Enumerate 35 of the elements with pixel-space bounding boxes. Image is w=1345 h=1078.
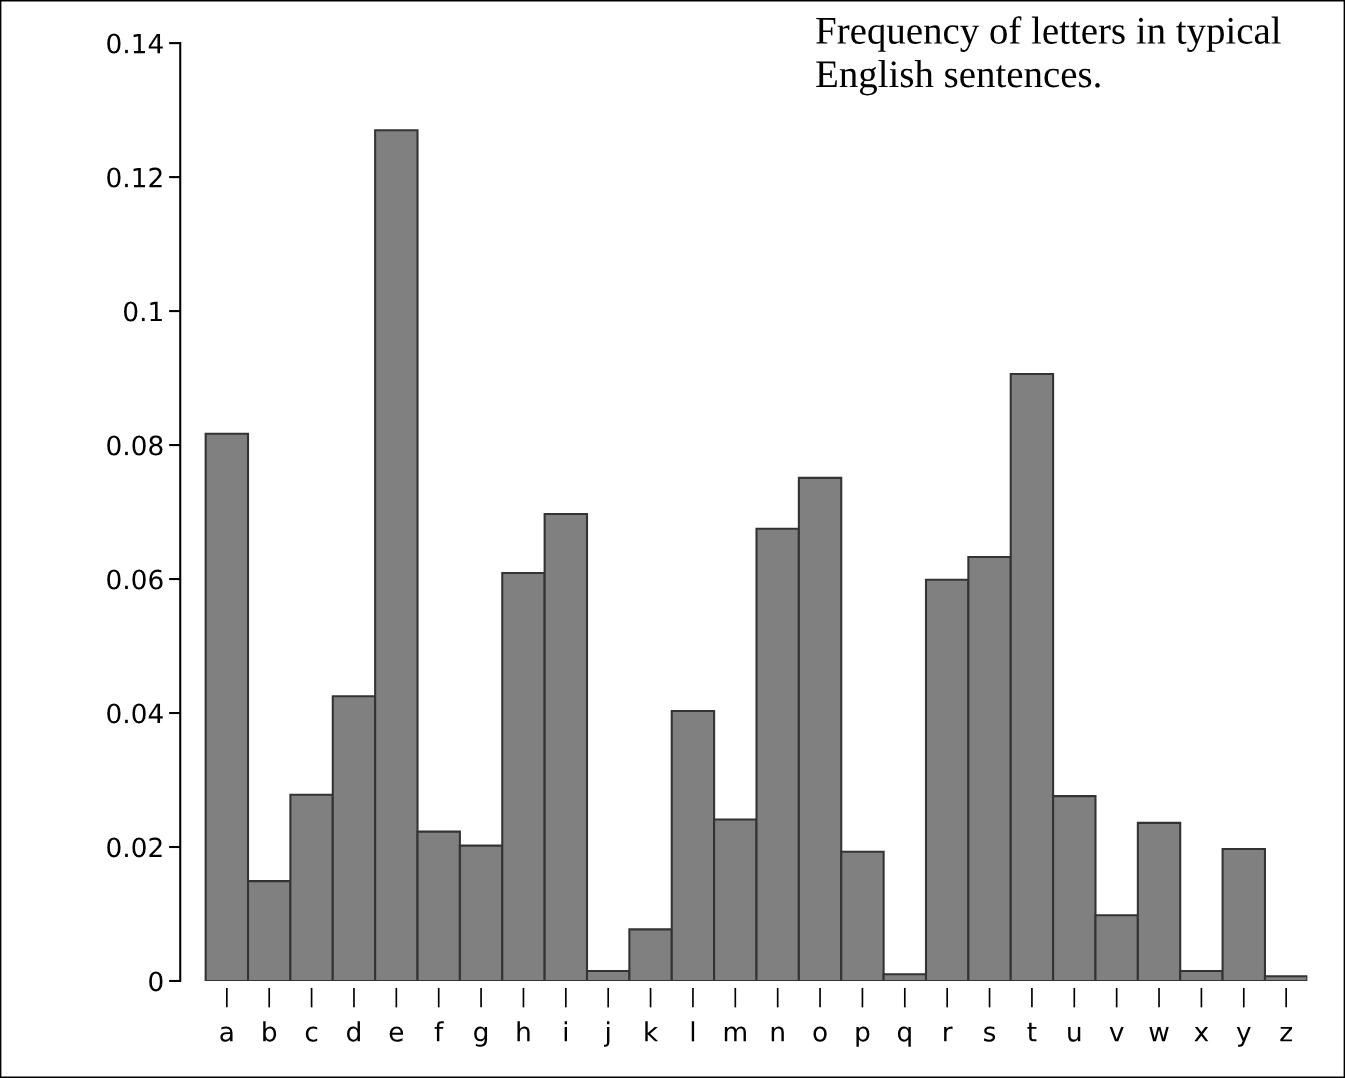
x-tick-label: y <box>1236 1026 1251 1047</box>
x-tick-label: d <box>347 1021 360 1042</box>
x-tick-label: m <box>724 1026 746 1042</box>
x-tick-label: r <box>944 1026 953 1042</box>
y-tick-label: 0.12 <box>107 167 162 188</box>
y-tick-label: 0 <box>149 971 163 992</box>
x-tick-label: s <box>984 1026 996 1042</box>
x-tick-label: n <box>771 1026 784 1042</box>
x-tick-label: u <box>1068 1026 1081 1042</box>
x-tick-label: o <box>813 1026 827 1042</box>
y-tick-label: 0.14 <box>107 33 163 54</box>
x-tick-label: i <box>564 1021 568 1042</box>
x-tick-label: g <box>474 1026 488 1047</box>
x-tick-label: f <box>434 1021 444 1042</box>
x-tick-label: e <box>389 1026 404 1042</box>
y-tick-label: 0.02 <box>107 837 162 858</box>
y-tick-label: 0.08 <box>107 435 163 456</box>
x-tick-label: l <box>691 1021 695 1042</box>
x-tick-label: c <box>305 1026 318 1042</box>
chart-title: Frequency of letters in typical English sentences. <box>816 16 1281 96</box>
y-tick-label: 0.04 <box>107 703 163 724</box>
x-tick-label: x <box>1194 1026 1209 1042</box>
x-tick-label: h <box>517 1021 530 1042</box>
x-tick-label: b <box>263 1021 277 1042</box>
x-tick-label: w <box>1149 1026 1169 1042</box>
y-tick-label: 0.06 <box>107 569 163 590</box>
y-tick-label: 0.1 <box>124 301 162 322</box>
x-tick-label: v <box>1109 1026 1124 1042</box>
x-tick-label: k <box>645 1021 659 1042</box>
x-tick-label: q <box>897 1026 911 1047</box>
x-tick-label: z <box>1280 1026 1292 1042</box>
x-tick-label: a <box>220 1026 233 1042</box>
x-tick-label: p <box>856 1026 870 1047</box>
x-tick-label: t <box>1027 1022 1037 1042</box>
x-tick-label: j <box>604 1021 610 1047</box>
